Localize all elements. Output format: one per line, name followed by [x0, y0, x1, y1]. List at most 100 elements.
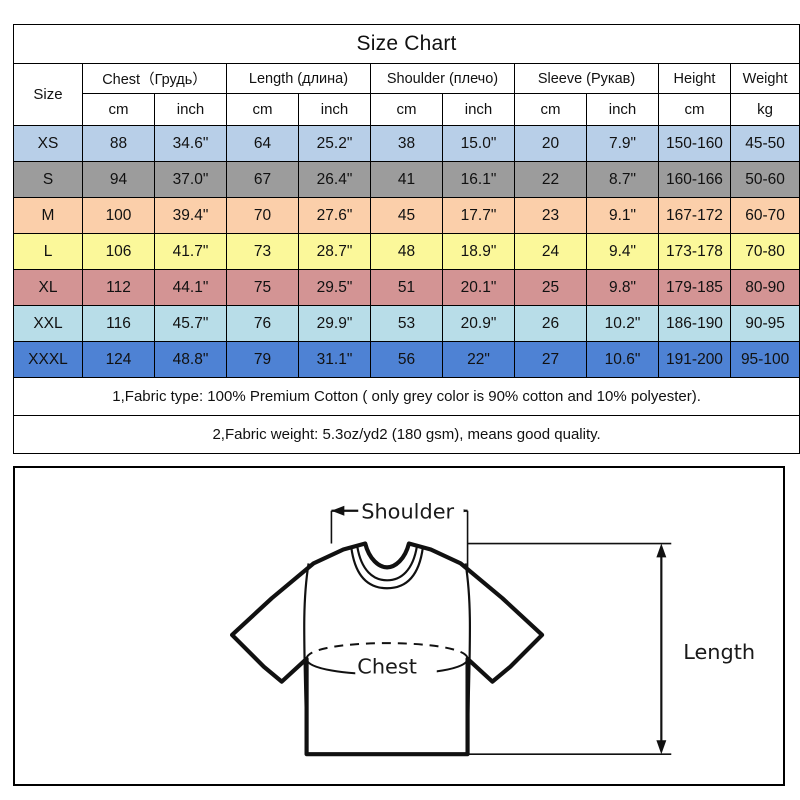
cell-size: XXL [13, 305, 83, 342]
cell-value: 76 [226, 305, 299, 342]
shoulder-dimension-group: Shoulder [330, 497, 469, 581]
cell-value: 15.0" [442, 125, 515, 162]
header-unit: cm [658, 93, 731, 126]
header-unit: cm [82, 93, 155, 126]
cell-value: 48.8" [154, 341, 227, 378]
cell-value: 29.5" [298, 269, 371, 306]
cell-size: XL [13, 269, 83, 306]
cell-size: XXXL [13, 341, 83, 378]
cell-value: 112 [82, 269, 155, 306]
header-group: Weight [729, 63, 800, 94]
cell-value: 20 [514, 125, 587, 162]
cell-value: 173-178 [658, 233, 731, 270]
cell-value: 44.1" [154, 269, 227, 306]
cell-value: 9.4" [586, 233, 659, 270]
cell-value: 51 [370, 269, 443, 306]
cell-value: 179-185 [658, 269, 731, 306]
cell-value: 28.7" [298, 233, 371, 270]
cell-value: 70 [226, 197, 299, 234]
cell-value: 56 [370, 341, 443, 378]
cell-value: 38 [370, 125, 443, 162]
note-row: 1,Fabric type: 100% Premium Cotton ( onl… [12, 377, 800, 416]
cell-value: 45-50 [729, 125, 800, 162]
cell-value: 22 [514, 161, 587, 198]
note-row: 2,Fabric weight: 5.3oz/yd2 (180 gsm), me… [12, 415, 800, 454]
cell-value: 90-95 [729, 305, 800, 342]
tshirt-diagram-panel: Shoulder Chest [13, 466, 785, 786]
header-group: Length (длина) [226, 63, 371, 94]
fabric-note: 2,Fabric weight: 5.3oz/yd2 (180 gsm), me… [12, 415, 800, 454]
cell-value: 34.6" [154, 125, 227, 162]
size-chart-table: Size Chart Size Chest（Грудь） Length (длина)… [12, 24, 800, 454]
length-label: Length [683, 640, 755, 664]
cell-size: XS [13, 125, 83, 162]
cell-value: 88 [82, 125, 155, 162]
table-row: XXXL 124 48.8" 79 31.1" 56 22" 27 10.6" 191-200 95… [13, 341, 800, 378]
cell-value: 25 [514, 269, 587, 306]
header-unit: inch [442, 93, 515, 126]
cell-value: 186-190 [658, 305, 731, 342]
cell-value: 31.1" [298, 341, 371, 378]
chest-dimension-group: Chest [305, 642, 469, 679]
cell-value: 9.1" [586, 197, 659, 234]
cell-value: 18.9" [442, 233, 515, 270]
header-group: Sleeve (Рукав) [514, 63, 659, 94]
cell-value: 7.9" [586, 125, 659, 162]
header-unit: inch [586, 93, 659, 126]
cell-value: 20.1" [442, 269, 515, 306]
tshirt-measurement-diagram: Shoulder Chest [229, 497, 755, 757]
cell-value: 73 [226, 233, 299, 270]
chest-dashed-arc [305, 642, 469, 660]
cell-value: 160-166 [658, 161, 731, 198]
cell-value: 26 [514, 305, 587, 342]
cell-value: 8.7" [586, 161, 659, 198]
unit-header-row: cm inch cm inch cm inch cm inch cm kg [14, 93, 800, 126]
table-row: XL 112 44.1" 75 29.5" 51 20.1" 25 9.8" 179-185 80-… [13, 269, 800, 306]
cell-value: 48 [370, 233, 443, 270]
cell-value: 45 [370, 197, 443, 234]
cell-value: 39.4" [154, 197, 227, 234]
shoulder-arrow-left-icon [331, 505, 345, 516]
tshirt-collar [350, 546, 424, 590]
cell-value: 29.9" [298, 305, 371, 342]
cell-value: 27.6" [298, 197, 371, 234]
chest-label: Chest [357, 655, 417, 679]
cell-value: 22" [442, 341, 515, 378]
length-dimension-group: Length [467, 542, 755, 755]
cell-value: 70-80 [729, 233, 800, 270]
cell-value: 79 [226, 341, 299, 378]
size-chart-table-wrapper: Size Chart Size Chest（Грудь） Length (длина)… [12, 24, 800, 454]
cell-size: L [13, 233, 83, 270]
header-unit: cm [370, 93, 443, 126]
header-unit: cm [514, 93, 587, 126]
cell-value: 9.8" [586, 269, 659, 306]
header-size: Size [13, 63, 83, 126]
cell-value: 167-172 [658, 197, 731, 234]
title-row: Size Chart [12, 24, 800, 64]
shoulder-label: Shoulder [361, 500, 454, 524]
header-unit: kg [729, 93, 800, 126]
group-header-row: Size Chest（Грудь） Length (длина) Shoulder (… [13, 63, 800, 126]
cell-value: 20.9" [442, 305, 515, 342]
tshirt-sleeve-seams [303, 563, 472, 755]
cell-value: 80-90 [729, 269, 800, 306]
header-group: Height [658, 63, 731, 94]
cell-value: 50-60 [729, 161, 800, 198]
cell-value: 41 [370, 161, 443, 198]
cell-value: 10.6" [586, 341, 659, 378]
size-chart-body: Size Chart Size Chest（Грудь） Length (длина)… [12, 24, 800, 454]
cell-value: 191-200 [658, 341, 731, 378]
cell-value: 53 [370, 305, 443, 342]
cell-value: 23 [514, 197, 587, 234]
cell-value: 106 [82, 233, 155, 270]
tshirt-outline [229, 541, 545, 757]
table-row: XS 88 34.6" 64 25.2" 38 15.0" 20 7.9" 150-160 45-5… [13, 125, 800, 162]
cell-value: 10.2" [586, 305, 659, 342]
cell-value: 24 [514, 233, 587, 270]
cell-value: 26.4" [298, 161, 371, 198]
cell-value: 94 [82, 161, 155, 198]
cell-value: 60-70 [729, 197, 800, 234]
cell-value: 16.1" [442, 161, 515, 198]
table-row: XXL 116 45.7" 76 29.9" 53 20.9" 26 10.2" 186-190 9… [13, 305, 800, 342]
